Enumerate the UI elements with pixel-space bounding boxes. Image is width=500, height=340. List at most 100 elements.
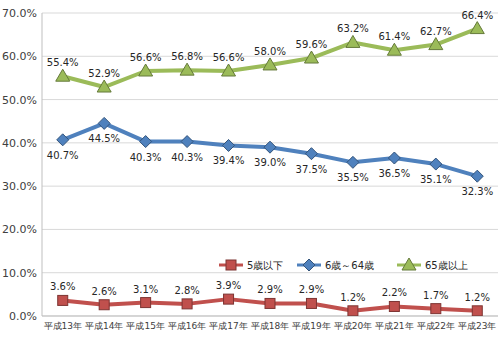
x-tick-label: 平成18年 bbox=[251, 321, 289, 331]
x-tick-label: 平成14年 bbox=[85, 321, 123, 331]
data-point bbox=[263, 58, 277, 70]
x-tick-label: 平成20年 bbox=[334, 321, 372, 331]
plot-area bbox=[56, 22, 485, 316]
data-label: 35.1% bbox=[420, 174, 452, 185]
data-label: 36.5% bbox=[378, 168, 410, 179]
data-point bbox=[182, 299, 192, 309]
y-tick-label: 10.0% bbox=[2, 267, 37, 280]
data-point bbox=[180, 63, 194, 75]
data-label: 3.1% bbox=[133, 284, 158, 295]
data-point bbox=[224, 294, 234, 304]
data-label: 2.8% bbox=[174, 285, 199, 296]
data-point bbox=[388, 152, 400, 164]
grid-line bbox=[42, 316, 498, 317]
legend: 5歳以下6歳～64歳65歳以上 bbox=[219, 258, 468, 271]
grid-line bbox=[42, 13, 498, 14]
data-point bbox=[99, 300, 109, 310]
legend-marker bbox=[303, 259, 315, 271]
series-line bbox=[63, 29, 478, 87]
x-tick-label: 平成13年 bbox=[44, 321, 82, 331]
data-point bbox=[430, 158, 442, 170]
data-point bbox=[431, 304, 441, 314]
grid-line bbox=[42, 99, 498, 100]
data-label: 52.9% bbox=[88, 68, 120, 79]
data-label: 59.6% bbox=[296, 39, 328, 50]
data-label: 66.4% bbox=[461, 10, 493, 21]
legend-marker bbox=[402, 258, 416, 270]
y-tick-label: 50.0% bbox=[2, 94, 37, 107]
x-tick-label: 平成17年 bbox=[209, 321, 247, 331]
data-label: 37.5% bbox=[296, 164, 328, 175]
data-label: 56.6% bbox=[130, 52, 162, 63]
data-label: 62.7% bbox=[420, 26, 452, 37]
x-tick-label: 平成22年 bbox=[417, 321, 455, 331]
series-line bbox=[63, 299, 478, 311]
y-axis bbox=[42, 13, 43, 316]
data-point bbox=[305, 148, 317, 160]
data-label: 2.9% bbox=[257, 284, 282, 295]
series-line bbox=[63, 123, 478, 176]
x-tick-label: 平成15年 bbox=[126, 321, 164, 331]
x-tick-label: 平成16年 bbox=[168, 321, 206, 331]
data-point bbox=[472, 306, 482, 316]
data-point bbox=[470, 22, 484, 34]
data-point bbox=[306, 298, 316, 308]
data-point bbox=[56, 69, 70, 81]
data-label: 56.6% bbox=[213, 52, 245, 63]
data-label: 56.8% bbox=[171, 51, 203, 62]
data-point bbox=[304, 51, 318, 63]
data-label: 1.7% bbox=[423, 290, 448, 301]
data-point bbox=[429, 38, 443, 50]
data-point bbox=[265, 298, 275, 308]
data-label: 3.9% bbox=[216, 280, 241, 291]
data-label: 39.0% bbox=[254, 157, 286, 168]
legend-label: 5歳以下 bbox=[247, 260, 283, 271]
data-point bbox=[181, 136, 193, 148]
data-label: 39.4% bbox=[213, 155, 245, 166]
data-label: 55.4% bbox=[47, 57, 79, 68]
data-label: 40.3% bbox=[130, 152, 162, 163]
data-label: 32.3% bbox=[461, 186, 493, 197]
x-tick-label: 平成19年 bbox=[292, 321, 330, 331]
x-axis bbox=[42, 316, 498, 317]
data-label: 58.0% bbox=[254, 46, 286, 57]
data-label: 2.2% bbox=[382, 287, 407, 298]
y-tick-label: 40.0% bbox=[2, 137, 37, 150]
grid-line bbox=[42, 186, 498, 187]
data-label: 2.9% bbox=[299, 284, 324, 295]
data-label: 35.5% bbox=[337, 172, 369, 183]
y-tick-label: 20.0% bbox=[2, 223, 37, 236]
data-label: 61.4% bbox=[378, 31, 410, 42]
data-label: 3.6% bbox=[50, 281, 75, 292]
data-point bbox=[141, 298, 151, 308]
data-label: 1.2% bbox=[340, 292, 365, 303]
data-label: 40.3% bbox=[171, 152, 203, 163]
data-point bbox=[389, 301, 399, 311]
data-labels: 3.6% 2.6% 3.1% 2.8% 3.9% 2.9% 2.9% 1.2% 2.2% 1.7%… bbox=[47, 10, 493, 303]
data-label: 63.2% bbox=[337, 23, 369, 34]
data-label: 2.6% bbox=[91, 286, 116, 297]
data-point bbox=[347, 156, 359, 168]
data-point bbox=[58, 295, 68, 305]
data-point bbox=[139, 64, 153, 76]
data-point bbox=[387, 43, 401, 55]
y-tick-label: 70.0% bbox=[2, 7, 37, 20]
data-point bbox=[223, 139, 235, 151]
grid-line bbox=[42, 272, 498, 273]
data-point bbox=[346, 35, 360, 47]
data-point bbox=[471, 170, 483, 182]
y-tick-label: 60.0% bbox=[2, 50, 37, 63]
x-tick-label: 平成23年 bbox=[458, 321, 496, 331]
x-tick-label: 平成21年 bbox=[375, 321, 413, 331]
data-label: 40.7% bbox=[47, 150, 79, 161]
grid-line bbox=[42, 229, 498, 230]
data-point bbox=[140, 136, 152, 148]
data-label: 44.5% bbox=[88, 133, 120, 144]
data-point bbox=[222, 64, 236, 76]
data-point bbox=[98, 117, 110, 129]
data-point bbox=[97, 80, 111, 92]
legend-label: 65歳以上 bbox=[425, 260, 468, 271]
data-point bbox=[348, 306, 358, 316]
y-tick-label: 0.0% bbox=[9, 310, 37, 323]
data-point bbox=[57, 134, 69, 146]
